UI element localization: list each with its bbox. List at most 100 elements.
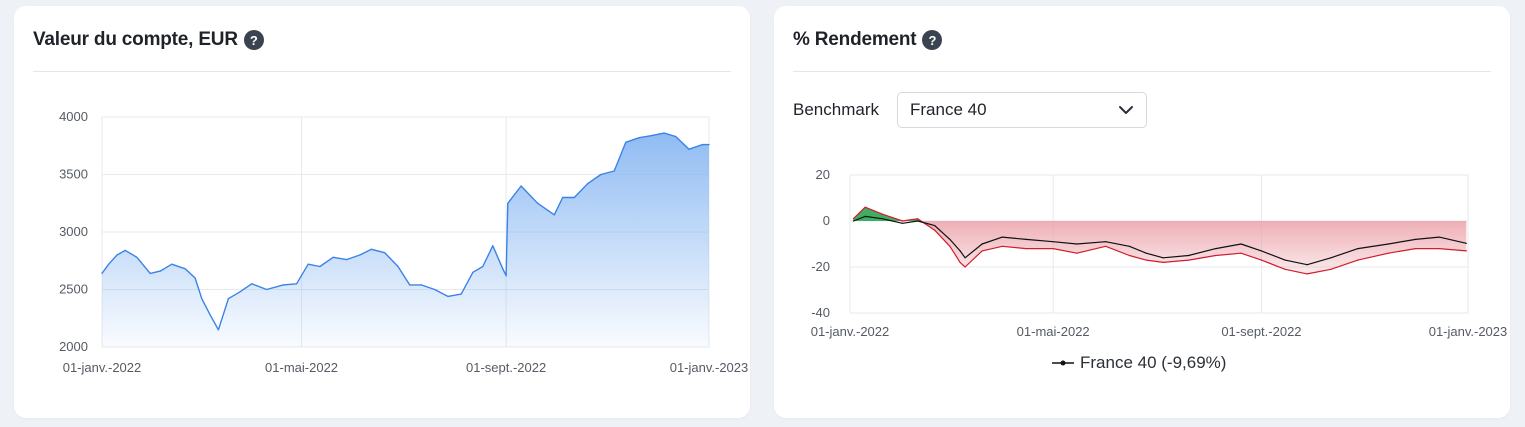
benchmark-point [1260, 250, 1262, 252]
benchmark-point [1162, 257, 1164, 259]
data-point [688, 148, 690, 150]
data-point [663, 132, 665, 134]
portfolio-point [1105, 245, 1107, 247]
benchmark-point [1330, 257, 1332, 259]
x-tick-label: 01-janv.-2022 [63, 360, 142, 375]
data-point [217, 329, 219, 331]
y-tick-label: 2000 [59, 339, 88, 354]
account-value-area [102, 133, 709, 347]
portfolio-point [1387, 252, 1389, 254]
portfolio-point [964, 266, 966, 268]
data-point [708, 144, 710, 146]
data-point [420, 284, 422, 286]
benchmark-point [1306, 264, 1308, 266]
data-point [227, 298, 229, 300]
data-point [482, 265, 484, 268]
data-point [282, 284, 284, 286]
data-point [359, 254, 361, 256]
portfolio-point [1128, 254, 1130, 257]
data-point [319, 265, 321, 268]
benchmark-point [1188, 254, 1190, 257]
portfolio-point [901, 220, 904, 222]
data-point [675, 135, 677, 138]
benchmark-selected-value: France 40 [909, 100, 987, 119]
x-tick-label: 01-sept.-2022 [466, 360, 546, 375]
data-point [171, 263, 173, 265]
x-tick-label: 01-janv.-2022 [811, 324, 890, 339]
benchmark-point [1414, 238, 1417, 240]
legend-label: France 40 (-9,69%) [1080, 353, 1227, 372]
help-icon[interactable]: ? [922, 30, 943, 50]
benchmark-point [1052, 241, 1054, 243]
portfolio-point [1025, 248, 1027, 250]
portfolio-point [1215, 254, 1217, 257]
data-point [472, 271, 474, 273]
data-point [507, 202, 509, 204]
data-point [553, 214, 555, 216]
account-value-card: Valeur du compte, EUR ? 4000 3500 3000 2500… [14, 6, 750, 418]
benchmark-point [881, 218, 883, 220]
data-point [613, 170, 615, 172]
y-tick-label: 3500 [59, 167, 88, 182]
portfolio-point [1188, 259, 1190, 261]
benchmark-point [1128, 245, 1130, 247]
loss-area [853, 221, 1467, 274]
data-point [124, 249, 126, 251]
portfolio-point [934, 229, 936, 231]
data-point [505, 275, 507, 277]
data-point [184, 268, 186, 270]
data-point [409, 284, 411, 286]
benchmark-select[interactable]: France 40 [896, 92, 1147, 128]
benchmark-point [1105, 241, 1107, 243]
account-value-chart: 4000 3500 3000 2500 2000 01-janv.-2022 01-mai-… [59, 109, 749, 375]
data-point [447, 295, 449, 297]
data-point [296, 283, 298, 285]
benchmark-point [1438, 236, 1440, 238]
help-icon[interactable]: ? [243, 30, 264, 50]
legend-marker-icon [1052, 353, 1074, 373]
x-tick-label: 01-mai-2022 [265, 360, 338, 375]
portfolio-point [917, 218, 919, 220]
portfolio-point [1240, 252, 1242, 254]
benchmark-point [1465, 242, 1467, 244]
portfolio-point [1306, 273, 1308, 275]
data-point [251, 283, 253, 285]
portfolio-point [1465, 250, 1467, 252]
y-tick-label: -20 [811, 259, 830, 274]
portfolio-point [981, 250, 983, 252]
benchmark-point [852, 220, 854, 222]
data-point [562, 196, 564, 199]
divider [793, 71, 1491, 72]
return-header: % Rendement ? [793, 28, 1491, 52]
portfolio-point [1162, 261, 1164, 263]
benchmark-point [901, 222, 904, 224]
divider [33, 71, 731, 72]
portfolio-point [1284, 268, 1286, 270]
chart-legend[interactable]: France 40 (-9,69%) [1052, 353, 1226, 373]
data-point [239, 291, 241, 293]
x-tick-label: 01-mai-2022 [1017, 324, 1090, 339]
portfolio-point [1330, 268, 1332, 270]
data-point [159, 270, 161, 272]
data-point [201, 298, 203, 300]
x-tick-label: 01-janv.-2023 [670, 360, 749, 375]
return-title: % Rendement [793, 29, 917, 50]
y-tick-label: 0 [823, 213, 830, 228]
return-chart: 20 0 -20 -40 01-janv.-2022 01-mai-2022 01-sept… [811, 167, 1508, 339]
data-point [345, 259, 348, 261]
data-point [194, 277, 196, 279]
benchmark-point [1025, 238, 1027, 240]
y-tick-label: 4000 [59, 109, 88, 124]
data-point [502, 268, 504, 270]
benchmark-point [1001, 236, 1003, 238]
benchmark-point [1357, 248, 1359, 250]
portfolio-point [1145, 259, 1147, 261]
account-value-line [101, 132, 709, 331]
benchmark-label: Benchmark [793, 100, 879, 119]
data-point [332, 256, 334, 258]
x-tick-label: 01-janv.-2023 [1429, 324, 1508, 339]
y-tick-label: 2500 [59, 282, 88, 297]
data-point [266, 288, 268, 291]
portfolio-point [1052, 248, 1054, 250]
data-point [101, 272, 103, 274]
